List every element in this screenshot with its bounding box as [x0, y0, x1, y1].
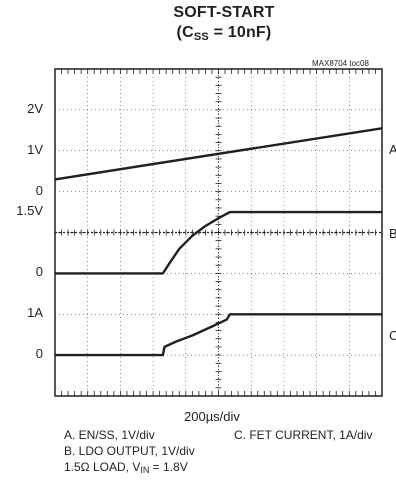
trace-c: [55, 313, 382, 357]
scope-traces: [54, 127, 383, 357]
trace-letter-b: B: [389, 226, 396, 242]
x-axis-label: 200µs/div: [184, 409, 240, 424]
legend-load-suffix: = 1.8V: [149, 460, 188, 474]
legend-b: B. LDO OUTPUT, 1V/div: [64, 444, 195, 458]
subtitle-subscript: SS: [193, 31, 209, 43]
channel-label-ch2-1p5v: 1.5V: [16, 203, 43, 219]
channel-label-ch2-0: 0: [35, 264, 43, 280]
subtitle-prefix: (C: [176, 24, 194, 41]
channel-label-ch1-0: 0: [35, 182, 43, 198]
trace-b: [55, 210, 382, 275]
legend-load: 1.5Ω LOAD, VIN = 1.8V: [64, 460, 188, 475]
scope-grid: [55, 69, 382, 396]
trace-letter-c: C: [389, 328, 396, 344]
chart-subtitle: (CSS = 10nF): [0, 24, 396, 43]
channel-label-ch1-2v: 2V: [27, 100, 43, 116]
trace-letter-a: A: [389, 142, 396, 158]
legend-load-subscript: IN: [140, 465, 150, 475]
chart-title: SOFT-START: [173, 4, 275, 21]
legend-c: C. FET CURRENT, 1A/div: [234, 428, 373, 442]
channel-label-ch1-1v: 1V: [27, 141, 43, 157]
legend-load-prefix: 1.5Ω LOAD, V: [64, 460, 141, 474]
trace-a: [54, 127, 383, 181]
figure-id: MAX8704 toc08: [312, 59, 369, 68]
channel-label-ch3-1a: 1A: [27, 305, 43, 321]
subtitle-suffix: = 10nF): [208, 24, 272, 41]
legend-a: A. EN/SS, 1V/div: [64, 428, 155, 442]
channel-label-ch3-0: 0: [35, 346, 43, 362]
